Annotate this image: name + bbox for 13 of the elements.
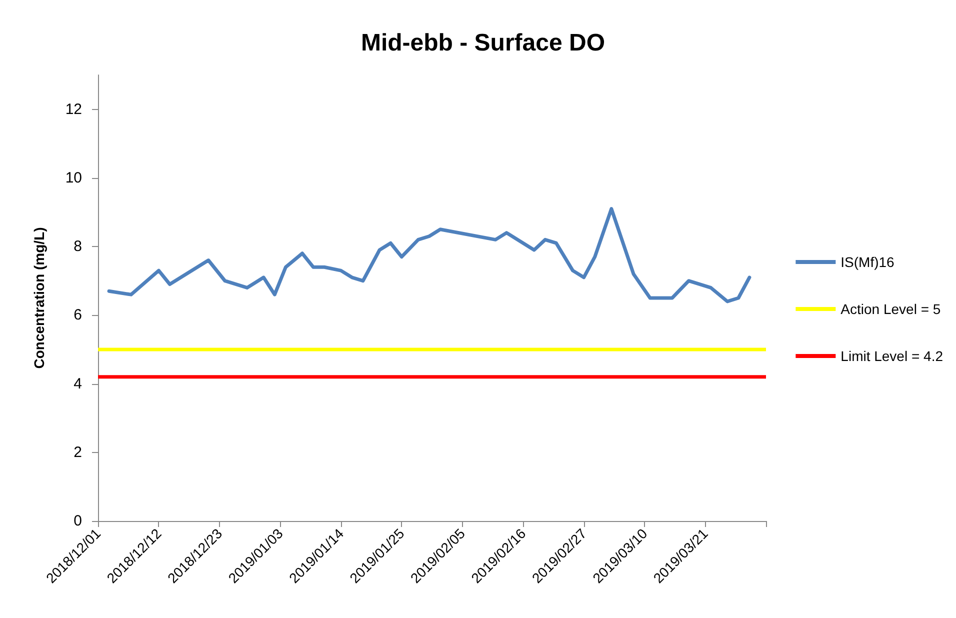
legend-label: Limit Level = 4.2 xyxy=(840,348,944,364)
y-tick-label: 4 xyxy=(74,375,82,392)
y-tick-label: 12 xyxy=(65,100,82,118)
y-tick-label: 8 xyxy=(74,238,82,256)
y-tick-label: 0 xyxy=(74,512,82,530)
y-tick-label: 2 xyxy=(74,444,82,461)
legend-label: Action Level = 5 xyxy=(840,301,941,317)
line-series xyxy=(107,207,752,304)
y-tick-label: 6 xyxy=(74,306,82,324)
chart-title: Mid-ebb - Surface DO xyxy=(360,30,606,56)
y-axis-title: Concentration (mg/L) xyxy=(31,227,47,369)
y-tick-label: 10 xyxy=(65,169,82,186)
legend-label: IS(Mf)16 xyxy=(840,254,895,270)
